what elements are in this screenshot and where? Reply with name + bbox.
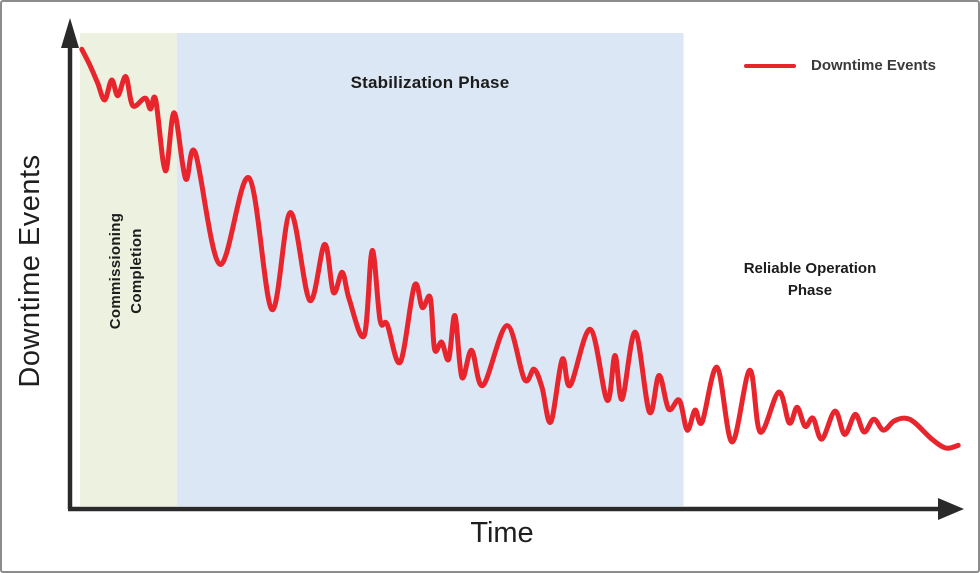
legend: Downtime Events: [744, 57, 936, 74]
band: [80, 33, 177, 506]
phase-label-stabilization: Stabilization Phase: [350, 73, 510, 92]
downtime-events-line: [79, 46, 961, 451]
band: [176, 33, 684, 506]
x-axis-title: Time: [470, 517, 534, 549]
phase-label-commissioning-completion: Commissioning Completion: [107, 212, 145, 330]
y-axis-arrow-icon: [61, 18, 79, 48]
phase-bands: [80, 33, 960, 506]
phase-label-reliable-operation: Reliable Operation Phase: [743, 260, 877, 299]
y-axis-title: Downtime Events: [14, 154, 46, 388]
legend-line-swatch: [744, 63, 796, 68]
x-axis-arrow-icon: [938, 498, 964, 520]
legend-label: Downtime Events: [811, 57, 937, 74]
